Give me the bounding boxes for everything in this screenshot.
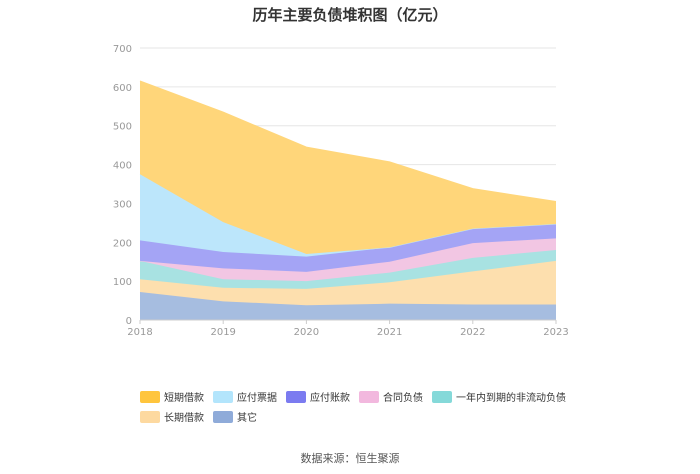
area-series-2 (140, 250, 556, 289)
legend-label: 合同负债 (383, 391, 423, 404)
source-note: 数据来源：恒生聚源 (300, 452, 400, 465)
area-series-3 (140, 238, 556, 282)
legend-item[interactable]: 一年内到期的非流动负债 (432, 391, 566, 404)
legend-label: 其它 (237, 411, 257, 424)
area-series-6 (140, 81, 556, 254)
x-tick-label: 2020 (294, 327, 319, 338)
legend-item[interactable]: 合同负债 (359, 391, 423, 404)
y-tick-label: 700 (113, 44, 132, 55)
y-tick-label: 300 (113, 199, 132, 210)
legend-item[interactable]: 应付票据 (213, 391, 277, 404)
legend-label: 长期借款 (164, 411, 204, 424)
x-tick-label: 2023 (543, 327, 568, 338)
area-layer (139, 80, 557, 320)
legend-item[interactable]: 长期借款 (140, 411, 204, 424)
legend-swatch (432, 391, 452, 403)
legend-item[interactable]: 应付账款 (286, 391, 350, 404)
x-tick-label: 2019 (210, 327, 235, 338)
y-tick-label: 0 (126, 316, 132, 327)
y-tick-label: 500 (113, 122, 132, 133)
y-tick-label: 200 (113, 238, 132, 249)
x-tick-label: 2021 (377, 327, 402, 338)
legend-swatch (140, 411, 160, 423)
legend-label: 应付票据 (237, 391, 277, 404)
area-edge-6 (139, 80, 557, 202)
x-tick-label: 2018 (127, 327, 152, 338)
legend-swatch (286, 391, 306, 403)
y-tick-label: 100 (113, 277, 132, 288)
area-series-0 (140, 292, 556, 320)
axis-layer: 0 100 200 300 400 500 600 700 2018 2019 2020 2021 20… (113, 44, 569, 338)
chart-title: 历年主要负债堆积图（亿元） (252, 6, 448, 24)
y-tick-label: 600 (113, 83, 132, 94)
legend-swatch (213, 391, 233, 403)
legend-label: 短期借款 (164, 391, 204, 404)
y-tick-label: 400 (113, 161, 132, 172)
legend-label: 应付账款 (310, 391, 350, 404)
x-tick-label: 2022 (460, 327, 485, 338)
area-edge-1 (139, 260, 557, 290)
legend-item[interactable]: 短期借款 (140, 391, 204, 404)
area-series-4 (140, 224, 556, 272)
legend-label: 一年内到期的非流动负债 (456, 391, 566, 404)
legend-swatch (140, 391, 160, 403)
legend-item[interactable]: 其它 (213, 411, 257, 424)
legend-swatch (359, 391, 379, 403)
legend-swatch (213, 411, 233, 423)
area-series-1 (140, 260, 556, 306)
area-series-5 (140, 174, 556, 257)
